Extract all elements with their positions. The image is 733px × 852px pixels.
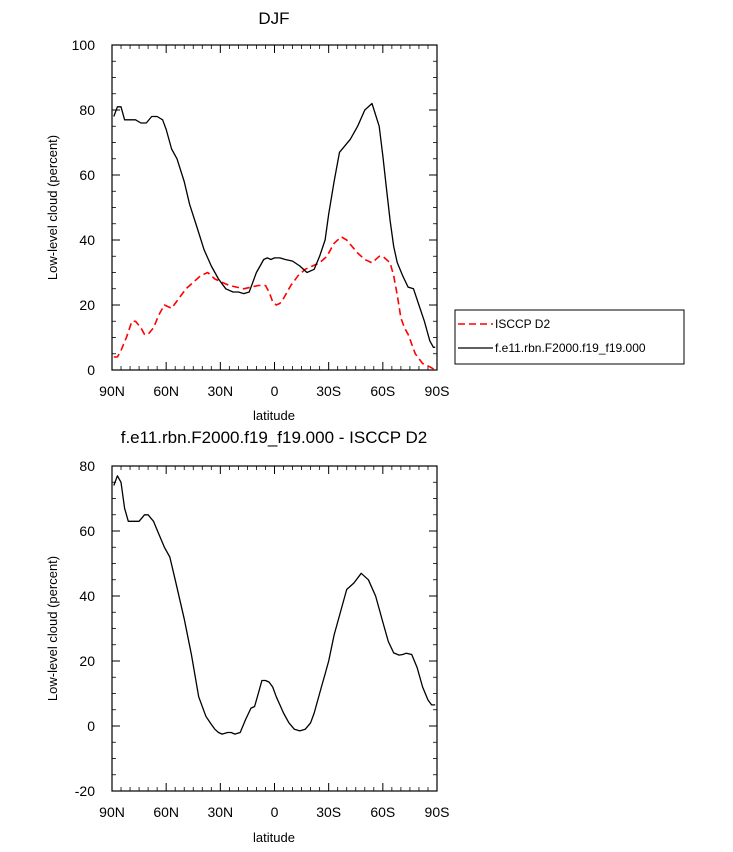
bottom-y-tick-label: 60 — [79, 523, 95, 539]
bottom-x-tick-label: 60S — [370, 804, 395, 820]
bottom-y-axis-label: Low-level cloud (percent) — [45, 556, 60, 701]
bottom-x-tick-label: 60N — [153, 804, 179, 820]
bottom-x-tick-label: 30S — [316, 804, 341, 820]
bottom-y-tick-label: 40 — [79, 588, 95, 604]
top-y-axis-label: Low-level cloud (percent) — [45, 135, 60, 280]
legend-label-model: f.e11.rbn.F2000.f19_f19.000 — [495, 341, 646, 355]
top-x-tick-label: 90N — [99, 383, 125, 399]
top-panel: DJF 90N 60N 30N 0 30S 60S 90S 0 20 40 60 80 100 lat… — [45, 9, 449, 423]
bottom-panel-title: f.e11.rbn.F2000.f19_f19.000 - ISCCP D2 — [121, 428, 428, 447]
bottom-x-tick-label: 30N — [207, 804, 233, 820]
top-x-tick-label: 30S — [316, 383, 341, 399]
bottom-x-tick-label: 90N — [99, 804, 125, 820]
top-y-tick-label: 100 — [72, 37, 96, 53]
bottom-x-tick-label: 90S — [425, 804, 450, 820]
top-y-tick-label: 0 — [87, 362, 95, 378]
top-x-tick-label: 30N — [207, 383, 233, 399]
top-panel-title: DJF — [258, 9, 289, 28]
bottom-y-tick-label: 80 — [79, 458, 95, 474]
bottom-x-tick-label: 0 — [271, 804, 279, 820]
bottom-y-tick-label: 20 — [79, 653, 95, 669]
legend: ISCCP D2 f.e11.rbn.F2000.f19_f19.000 — [454, 309, 685, 365]
bottom-x-axis-label: latitude — [253, 830, 295, 845]
top-x-tick-label: 60S — [370, 383, 395, 399]
top-y-tick-label: 40 — [79, 232, 95, 248]
top-x-tick-label: 60N — [153, 383, 179, 399]
top-x-tick-label: 90S — [425, 383, 450, 399]
bottom-panel: f.e11.rbn.F2000.f19_f19.000 - ISCCP D2 9… — [45, 428, 449, 845]
bottom-plot-frame — [111, 465, 438, 792]
legend-box — [454, 309, 685, 365]
top-x-tick-label: 0 — [271, 383, 279, 399]
bottom-y-tick-label: -20 — [75, 783, 95, 799]
bottom-y-tick-label: 0 — [87, 718, 95, 734]
legend-label-isccp: ISCCP D2 — [495, 317, 550, 331]
bottom-series-line-difference — [113, 475, 436, 735]
top-series-line-isccp — [113, 236, 436, 371]
top-y-tick-label: 60 — [79, 167, 95, 183]
top-y-tick-label: 20 — [79, 297, 95, 313]
top-x-axis-label: latitude — [253, 408, 295, 423]
top-series-line-model — [113, 102, 436, 348]
top-y-tick-label: 80 — [79, 102, 95, 118]
